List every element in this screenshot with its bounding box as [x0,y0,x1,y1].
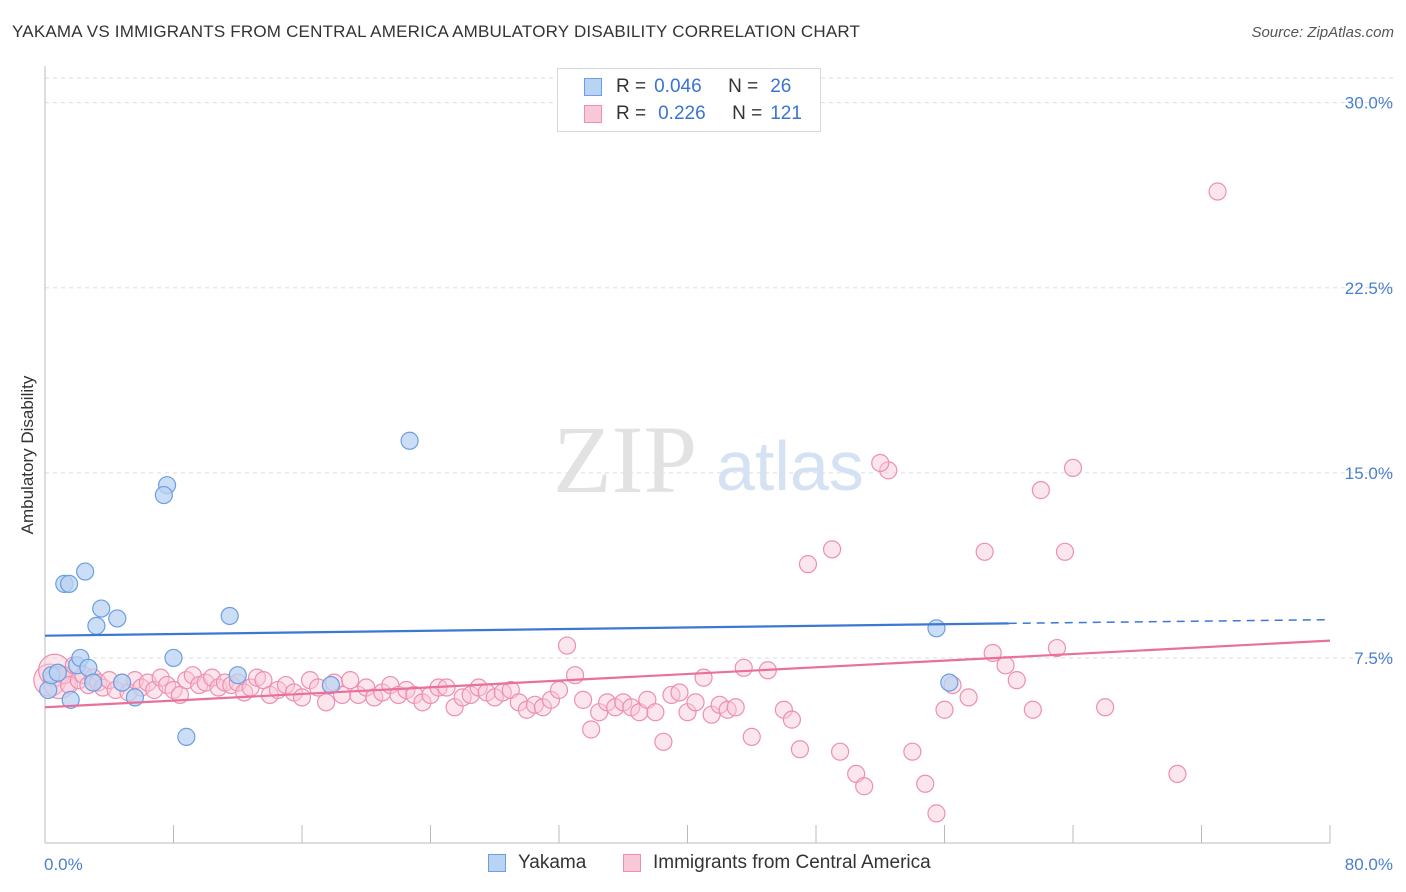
data-point-immigrants [996,656,1015,675]
data-point-immigrants [830,742,850,761]
trend-line-immigrants [44,639,1331,709]
data-point-yakama [228,666,247,685]
data-point-immigrants [151,668,170,687]
data-point-immigrants [654,732,673,751]
data-point-yakama [400,431,419,450]
data-point-immigrants [742,727,761,746]
legend-label-yakama: Yakama [518,852,587,873]
data-point-immigrants [734,658,753,677]
data-point-immigrants [557,636,577,655]
data-point-yakama [108,609,127,628]
data-point-immigrants [1168,764,1187,784]
chart-title: YAKAMA VS IMMIGRANTS FROM CENTRAL AMERIC… [12,22,861,41]
series-legend: Yakama Immigrants from Central America [0,852,1406,878]
x-tick-label-min: 0.0% [44,855,83,874]
data-point-immigrants [1047,638,1067,658]
data-point-immigrants [903,742,922,761]
data-point-immigrants [855,777,874,796]
data-point-immigrants [798,555,818,574]
watermark-zip: ZIP [553,406,697,513]
data-point-immigrants [292,688,312,707]
legend-n-value: 26 [770,76,792,97]
correlation-legend: R = 0.046 N = 26 R = 0.226 N = 121 [557,68,821,132]
data-point-yakama [84,673,103,692]
data-point-immigrants [1063,458,1083,478]
yakama-swatch [488,854,506,872]
immigrants-swatch [623,854,641,872]
data-point-immigrants [670,683,689,702]
data-point-yakama [177,727,196,746]
immigrants-swatch [584,105,602,123]
legend-n-label: N = [728,76,759,97]
legend-r-value: 0.046 [654,76,702,97]
trend-line-yakama-projection [1008,618,1331,625]
data-point-yakama [940,673,959,692]
data-point-yakama [164,648,183,668]
y-tick-label: 30.0% [1345,94,1393,113]
data-point-yakama [321,675,341,695]
legend-item-immigrants[interactable]: Immigrants from Central America [623,852,931,874]
legend-label-immigrants: Immigrants from Central America [653,852,931,873]
data-point-immigrants [1096,698,1115,717]
data-point-immigrants [1031,481,1050,500]
data-point-yakama [92,599,111,618]
data-point-immigrants [726,698,745,717]
data-point-immigrants [646,703,665,722]
watermark-atlas: atlas [716,427,864,505]
x-tick-label-max: 80.0% [1345,855,1393,874]
data-point-immigrants [790,740,810,759]
trend-line-yakama [44,622,1009,637]
axes [44,66,1331,844]
legend-r-label: R = [616,76,647,97]
data-point-immigrants [935,700,954,719]
data-point-immigrants [927,804,946,823]
data-point-immigrants [975,542,994,561]
source-credit: Source: ZipAtlas.com [1251,24,1394,41]
grid-lines [45,77,1394,659]
data-point-yakama [59,574,79,593]
data-point-yakama [154,485,173,505]
data-point-immigrants [822,540,842,559]
data-point-immigrants [341,671,360,690]
data-point-immigrants [871,453,890,473]
data-point-immigrants [1208,182,1227,201]
y-tick-label: 22.5% [1345,279,1393,298]
yakama-points [39,431,959,746]
legend-n-value: 121 [770,103,802,124]
data-point-yakama [220,606,239,626]
yakama-swatch [584,78,602,96]
data-point-immigrants [916,774,935,793]
data-point-yakama [76,562,95,581]
data-point-immigrants [1007,671,1026,690]
data-point-immigrants [694,668,713,687]
data-point-yakama [48,663,67,682]
data-point-yakama [927,619,946,638]
trend-lines [44,618,1331,709]
data-point-yakama [87,616,106,635]
data-point-yakama [39,680,58,700]
data-point-immigrants [549,680,569,700]
y-tick-label: 7.5% [1354,649,1393,668]
data-point-yakama [112,673,132,692]
y-tick-labels: 7.5% 15.0% 22.5% 30.0% [1345,94,1393,668]
data-point-immigrants [316,693,336,712]
legend-row-yakama: R = 0.046 N = 26 [584,75,791,99]
data-point-immigrants [1055,542,1075,561]
legend-item-yakama[interactable]: Yakama [488,852,586,874]
data-point-immigrants [782,710,802,729]
data-point-yakama [61,690,80,709]
legend-r-label: R = [616,103,647,124]
data-point-immigrants [686,693,705,712]
y-tick-label: 15.0% [1345,464,1393,483]
legend-row-immigrants: R = 0.226 N = 121 [584,102,802,126]
legend-r-value: 0.226 [658,103,706,124]
data-point-immigrants [582,720,601,739]
legend-n-label: N = [732,103,763,124]
data-point-immigrants [1023,700,1042,719]
data-point-immigrants [959,688,978,707]
data-point-immigrants [573,690,593,709]
